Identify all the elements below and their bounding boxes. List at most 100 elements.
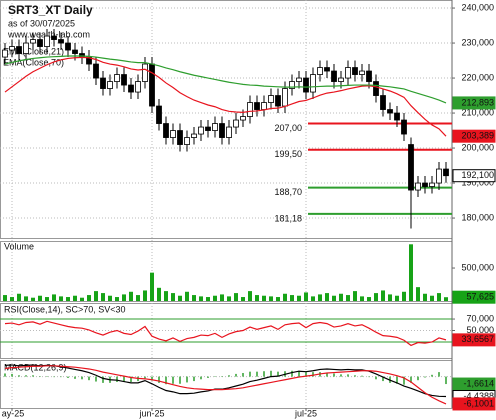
histogram-bar [368, 376, 370, 378]
histogram-bar [102, 376, 104, 383]
candle-body [352, 67, 358, 75]
histogram-bar [11, 373, 13, 377]
histogram-bar [270, 370, 272, 377]
candle-body [114, 74, 120, 82]
volume-bar [136, 295, 140, 301]
candle-body [317, 67, 323, 75]
histogram-bar [165, 376, 167, 385]
volume-bar [38, 295, 42, 301]
candle-body [65, 42, 71, 51]
candle-body [296, 77, 302, 82]
histogram-bar [445, 376, 447, 385]
y-tick-label: 500,000 [461, 262, 494, 272]
chart-title: SRT3_XT Daily [8, 3, 93, 17]
value-tag-label: -1,6614 [463, 378, 494, 388]
volume-bar [3, 295, 7, 301]
candle-body [289, 81, 295, 89]
rsi-line [4, 320, 447, 347]
value-tag [452, 169, 496, 183]
volume-bar [283, 293, 287, 301]
volume-bar [220, 294, 224, 301]
x-tick-label: jul-25 [294, 408, 317, 418]
histogram-bar [25, 375, 27, 377]
volume-bar [150, 272, 154, 301]
histogram-bar [95, 376, 97, 382]
subtitle: as of 30/07/2025 [8, 18, 75, 28]
candle-body [268, 95, 274, 103]
candle-body [51, 35, 57, 40]
volume-bar [234, 293, 238, 301]
histogram-bar [88, 376, 90, 381]
volume-bar [423, 293, 427, 301]
candle-body [177, 130, 183, 145]
candle-body [16, 46, 22, 54]
candle-body [2, 49, 8, 58]
candle-body [233, 119, 239, 128]
y-tick-label: 230,000 [461, 37, 494, 47]
histogram-bar [340, 374, 342, 377]
legend-entry: EMA(Close,21) [3, 46, 64, 56]
candle-body [443, 168, 449, 177]
histogram-bar [18, 375, 20, 377]
histogram-bar [431, 374, 433, 377]
y-tick-label: 210,000 [461, 107, 494, 117]
histogram-bar [172, 376, 174, 384]
volume-bar [360, 296, 364, 301]
candle-body [107, 81, 113, 89]
candle-body [310, 74, 316, 93]
candle-body [401, 119, 407, 135]
volume-bar [353, 291, 357, 301]
volume-bar [45, 297, 49, 301]
volume-bar [297, 295, 301, 301]
histogram-bar [144, 376, 146, 379]
volume-bar [409, 244, 413, 301]
candle-body [359, 70, 365, 75]
histogram-bar [249, 371, 251, 377]
volume-bar [178, 295, 182, 301]
volume-bar [227, 296, 231, 301]
legend-entry: EMA(Close,70) [3, 57, 64, 67]
histogram-bar [32, 375, 34, 377]
level-label: 199,50 [274, 149, 302, 159]
volume-bar [339, 293, 343, 301]
candle-body [191, 133, 197, 138]
volume-bar [171, 293, 175, 301]
volume-bar [94, 291, 98, 301]
histogram-bar [263, 371, 265, 377]
y-tick-label: 220,000 [461, 72, 494, 82]
volume-bar [213, 295, 217, 301]
x-tick-label: jun-25 [138, 408, 164, 418]
macd-line [4, 365, 447, 405]
volume-bar [381, 290, 385, 301]
histogram-bar [235, 373, 237, 377]
histogram-bar [46, 376, 48, 377]
volume-bar [374, 293, 378, 301]
candle-body [226, 126, 232, 138]
histogram-bar [200, 376, 202, 380]
histogram-bar [382, 376, 384, 382]
histogram-bar [361, 375, 363, 377]
volume-bar [269, 296, 273, 301]
histogram-bar [305, 372, 307, 377]
value-tag [452, 397, 496, 411]
volume-bar [129, 291, 133, 301]
volume-bar [388, 294, 392, 301]
volume-bar [66, 297, 70, 301]
y-tick-label: 180,000 [461, 212, 494, 222]
candle-body [156, 105, 162, 124]
value-tag-label: -6,1001 [463, 398, 494, 408]
histogram-bar [53, 376, 55, 378]
histogram-bar [333, 373, 335, 377]
volume-bar [122, 294, 126, 301]
value-tag-label: 203,389 [461, 131, 494, 141]
candle-body [142, 63, 148, 82]
volume-bar [206, 297, 210, 301]
histogram-bar [354, 375, 356, 377]
volume-bar [311, 296, 315, 301]
candle-body [394, 112, 400, 121]
candle-body [422, 182, 428, 187]
candle-body [163, 123, 169, 138]
value-tag [452, 96, 496, 110]
histogram-bar [347, 374, 349, 377]
